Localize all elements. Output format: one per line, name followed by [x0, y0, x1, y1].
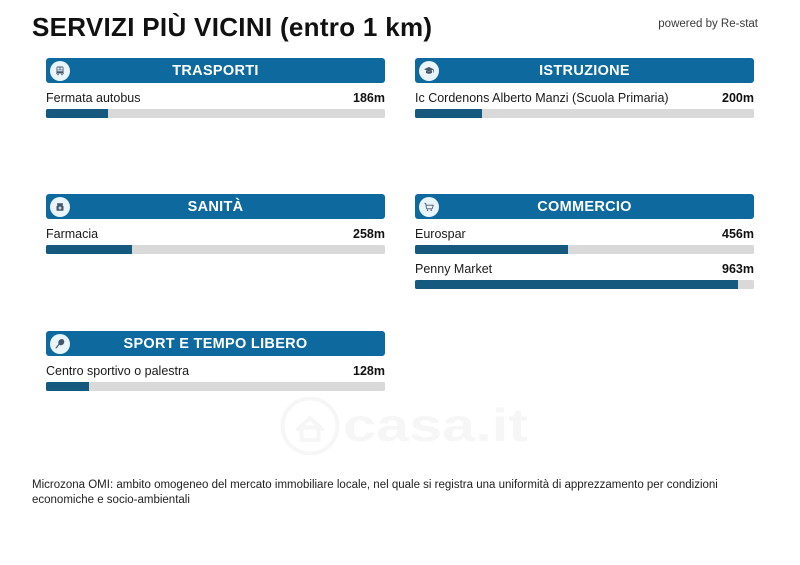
svg-text:casa.it: casa.it	[343, 399, 528, 451]
